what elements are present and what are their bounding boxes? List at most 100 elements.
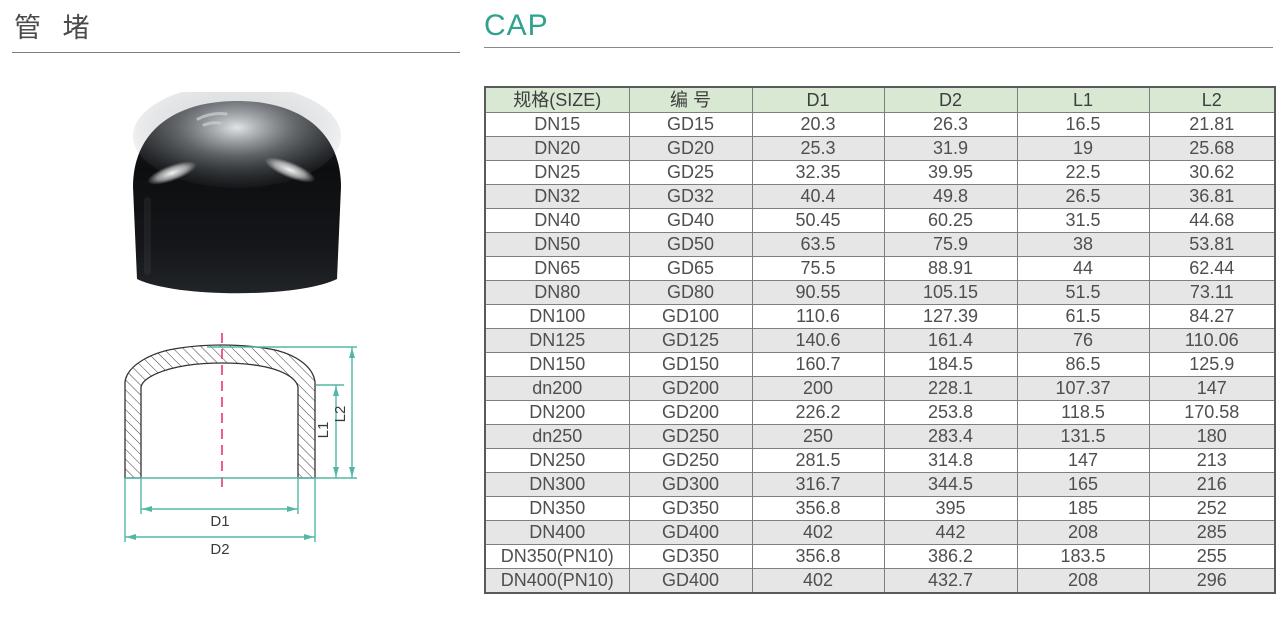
cell: GD300: [628, 472, 753, 497]
cell: 161.4: [883, 328, 1018, 353]
label-l1: L1: [315, 422, 332, 439]
arrow-d1-left: [142, 506, 152, 512]
cell: 283.4: [883, 424, 1018, 449]
cell: DN400: [484, 520, 630, 545]
cell: 344.5: [883, 472, 1018, 497]
arrow-d2-left: [126, 534, 136, 540]
cell: 60.25: [883, 208, 1018, 233]
cell: 147: [1016, 448, 1150, 473]
table-row: DN100 GD100 110.6 127.39 61.5 84.27: [484, 304, 1276, 329]
cell: GD32: [628, 184, 753, 209]
cell: 63.5: [751, 232, 885, 257]
cell: 160.7: [751, 352, 885, 377]
table-row: DN250 GD250 281.5 314.8 147 213: [484, 448, 1276, 473]
table-row: DN150 GD150 160.7 184.5 86.5 125.9: [484, 352, 1276, 377]
cell: 125.9: [1148, 352, 1276, 377]
cell: DN125: [484, 328, 630, 353]
spec-table: 规格(SIZE) 编 号 D1 D2 L1 L2 DN15 GD15 20.3 26.3 16.5…: [484, 86, 1276, 594]
cell: 208: [1016, 520, 1150, 545]
cap-product-photo: [133, 92, 341, 294]
cell: GD15: [628, 112, 753, 137]
table-row: DN125 GD125 140.6 161.4 76 110.06: [484, 328, 1276, 353]
table-row: DN20 GD20 25.3 31.9 19 25.68: [484, 136, 1276, 161]
cell: 208: [1016, 568, 1150, 594]
cell: 50.45: [751, 208, 885, 233]
cell: 25.68: [1148, 136, 1276, 161]
cell: 30.62: [1148, 160, 1276, 185]
table-row: DN350 GD350 356.8 395 185 252: [484, 496, 1276, 521]
cell: GD20: [628, 136, 753, 161]
cell: DN400(PN10): [484, 568, 630, 594]
cell: GD50: [628, 232, 753, 257]
column-header: L1: [1016, 86, 1150, 113]
arrow-l2-bottom: [349, 467, 355, 477]
cell: 165: [1016, 472, 1150, 497]
cell: 316.7: [751, 472, 885, 497]
label-l2: L2: [332, 406, 349, 423]
cell: 22.5: [1016, 160, 1150, 185]
table-row: dn250 GD250 250 283.4 131.5 180: [484, 424, 1276, 449]
cell: 213: [1148, 448, 1276, 473]
cell: 184.5: [883, 352, 1018, 377]
cell: 51.5: [1016, 280, 1150, 305]
cap-dimension-diagram: D1 D2 L1 L2: [124, 333, 357, 558]
page-title-chinese: 管 堵: [14, 13, 97, 43]
cell: 39.95: [883, 160, 1018, 185]
cell: 170.58: [1148, 400, 1276, 425]
table-row: DN400 GD400 402 442 208 285: [484, 520, 1276, 545]
cell: DN350(PN10): [484, 544, 630, 569]
arrow-l2-top: [349, 348, 355, 358]
cell: 110.6: [751, 304, 885, 329]
right-title-divider: [484, 47, 1273, 48]
cell: 61.5: [1016, 304, 1150, 329]
table-row: DN32 GD32 40.4 49.8 26.5 36.81: [484, 184, 1276, 209]
table-row: DN350(PN10) GD350 356.8 386.2 183.5 255: [484, 544, 1276, 569]
cap-highlight-right: [264, 157, 316, 183]
cell: 75.9: [883, 232, 1018, 257]
cap-highlight-left: [147, 161, 197, 185]
column-header: 规格(SIZE): [484, 86, 630, 113]
cell: dn250: [484, 424, 630, 449]
table-row: DN400(PN10) GD400 402 432.7 208 296: [484, 568, 1276, 594]
cell: 44: [1016, 256, 1150, 281]
table-row: DN300 GD300 316.7 344.5 165 216: [484, 472, 1276, 497]
cell: 386.2: [883, 544, 1018, 569]
cell: 402: [751, 568, 885, 594]
cell: 20.3: [751, 112, 885, 137]
cell: DN250: [484, 448, 630, 473]
table-header: 规格(SIZE) 编 号 D1 D2 L1 L2: [484, 86, 1276, 113]
table-row: DN40 GD40 50.45 60.25 31.5 44.68: [484, 208, 1276, 233]
cell: 253.8: [883, 400, 1018, 425]
cell: 107.37: [1016, 376, 1150, 401]
cell: 32.35: [751, 160, 885, 185]
cell: DN200: [484, 400, 630, 425]
cell: GD250: [628, 424, 753, 449]
cell: 185: [1016, 496, 1150, 521]
cell: 21.81: [1148, 112, 1276, 137]
arrow-d2-right: [304, 534, 314, 540]
cell: 118.5: [1016, 400, 1150, 425]
cell: 285: [1148, 520, 1276, 545]
table-row: DN65 GD65 75.5 88.91 44 62.44: [484, 256, 1276, 281]
cell: GD350: [628, 496, 753, 521]
cell: 147: [1148, 376, 1276, 401]
cell: 31.5: [1016, 208, 1150, 233]
cell: GD65: [628, 256, 753, 281]
cell: DN150: [484, 352, 630, 377]
cell: DN32: [484, 184, 630, 209]
cell: dn200: [484, 376, 630, 401]
cell: 216: [1148, 472, 1276, 497]
cell: GD200: [628, 376, 753, 401]
cell: 75.5: [751, 256, 885, 281]
page-title-english: CAP: [484, 9, 549, 42]
cell: GD80: [628, 280, 753, 305]
cell: 44.68: [1148, 208, 1276, 233]
cell: 25.3: [751, 136, 885, 161]
cell: 281.5: [751, 448, 885, 473]
cap-top-marking: [196, 112, 228, 127]
table-row: DN15 GD15 20.3 26.3 16.5 21.81: [484, 112, 1276, 137]
cell: 86.5: [1016, 352, 1150, 377]
cell: 16.5: [1016, 112, 1150, 137]
cell: GD200: [628, 400, 753, 425]
